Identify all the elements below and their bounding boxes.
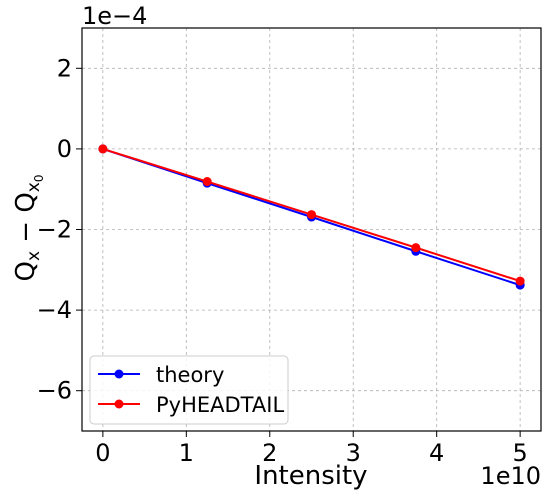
- y-title-q: Q: [11, 261, 41, 281]
- y-tick-label: −6: [37, 377, 72, 405]
- x-tick-label: 5: [512, 439, 527, 467]
- legend-marker-theory: [114, 369, 124, 379]
- x-axis-title: Intensity: [254, 461, 367, 491]
- y-axis-title: Qx − Qx0: [11, 174, 46, 281]
- x-tick-label: 4: [429, 439, 444, 467]
- legend-marker-pyheadtail: [114, 399, 124, 409]
- y-tick-label: 2: [57, 54, 72, 82]
- x-offset-text: 1e10: [480, 462, 541, 490]
- y-title-sub-x: x: [24, 251, 44, 261]
- series-layer: [98, 144, 525, 290]
- y-title-sub-0: 0: [32, 174, 46, 182]
- data-point-pyheadtail: [98, 144, 108, 154]
- y-axis: 2 0 −2 −4 −6: [37, 54, 82, 405]
- y-tick-label: −4: [37, 296, 72, 324]
- y-title-minus-q: − Q: [11, 192, 41, 251]
- legend-label-pyheadtail: PyHEADTAIL: [156, 393, 284, 417]
- x-tick-label: 2: [262, 439, 277, 467]
- x-tick-label: 1: [179, 439, 194, 467]
- data-point-pyheadtail: [307, 210, 316, 220]
- data-point-pyheadtail: [515, 276, 525, 286]
- y-tick-label: −2: [37, 216, 72, 244]
- y-tick-label: 0: [57, 135, 72, 163]
- x-axis: 0 1 2 3 4 5: [95, 431, 528, 467]
- y-offset-text: 1e−4: [82, 2, 147, 30]
- y-title-sub-x0: x: [24, 182, 44, 192]
- grid: [82, 28, 541, 431]
- x-tick-label: 3: [346, 439, 361, 467]
- data-point-pyheadtail: [411, 243, 421, 253]
- legend: theory PyHEADTAIL: [89, 355, 289, 425]
- data-point-pyheadtail: [202, 177, 212, 187]
- x-tick-label: 0: [95, 439, 110, 467]
- legend-label-theory: theory: [156, 363, 224, 387]
